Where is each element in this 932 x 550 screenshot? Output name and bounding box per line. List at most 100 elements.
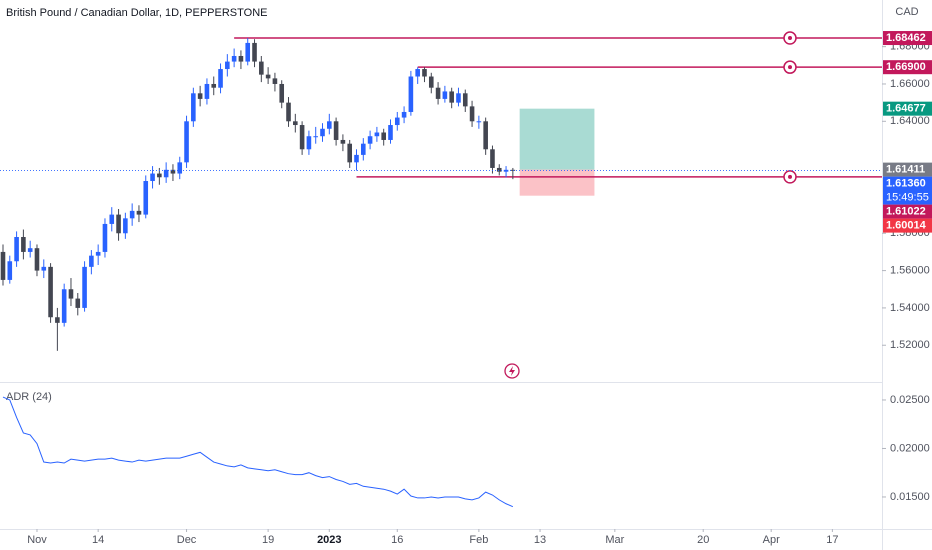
price-label-box bbox=[883, 218, 932, 233]
indicator-title: ADR (24) bbox=[6, 391, 52, 403]
eye-dot bbox=[788, 174, 792, 179]
candle-body bbox=[218, 69, 223, 88]
candle-body bbox=[422, 69, 427, 77]
alert-eye[interactable] bbox=[783, 60, 797, 74]
candle-body bbox=[456, 93, 461, 103]
x-tick-label: 14 bbox=[92, 534, 104, 546]
candle-body bbox=[0, 251, 6, 280]
x-tick-label: Feb bbox=[469, 534, 488, 546]
candle-body bbox=[21, 237, 26, 252]
candle-body bbox=[333, 121, 339, 140]
candle-body bbox=[27, 248, 33, 252]
candle-body bbox=[68, 289, 74, 299]
candle-body bbox=[490, 149, 495, 168]
symbol-title: British Pound / Canadian Dollar, 1D, PEP… bbox=[6, 7, 267, 19]
candle-body bbox=[272, 78, 278, 84]
candle-body bbox=[327, 121, 332, 129]
candle-body bbox=[163, 169, 169, 178]
candle-body bbox=[238, 55, 244, 62]
candle-body bbox=[231, 55, 237, 62]
price-label: 1.66900 bbox=[886, 61, 926, 73]
lightning-icon[interactable] bbox=[504, 363, 520, 379]
target-zone bbox=[519, 108, 595, 170]
candle-body bbox=[320, 128, 325, 137]
candle-body bbox=[136, 210, 142, 215]
candle-body bbox=[462, 93, 468, 107]
x-tick-label: 16 bbox=[391, 534, 403, 546]
price-label: 1.64677 bbox=[886, 103, 926, 115]
candle-body bbox=[401, 111, 407, 118]
price-label-box bbox=[883, 204, 932, 219]
candle-body bbox=[408, 76, 414, 112]
price-label-box bbox=[883, 60, 932, 75]
candle-body bbox=[102, 223, 108, 252]
candle-body bbox=[82, 266, 87, 308]
alert-eye[interactable] bbox=[783, 31, 797, 45]
candle-body bbox=[510, 169, 516, 171]
candle-body bbox=[150, 173, 155, 182]
candle-body bbox=[279, 83, 285, 103]
candle-body bbox=[435, 87, 441, 99]
candle-body bbox=[347, 143, 352, 163]
candle-body bbox=[245, 42, 251, 62]
candle-body bbox=[109, 214, 115, 224]
x-tick-label: Nov bbox=[27, 534, 47, 546]
y-tick-label: 1.64000 bbox=[890, 115, 930, 127]
candle-body bbox=[299, 125, 305, 150]
candle-body bbox=[184, 121, 189, 163]
price-label-box bbox=[883, 176, 932, 205]
eye-dot bbox=[788, 36, 792, 41]
candle-body bbox=[204, 83, 210, 99]
candle-body bbox=[225, 61, 230, 70]
eye-dot bbox=[788, 65, 792, 70]
candle-body bbox=[442, 91, 448, 99]
candle-body bbox=[286, 102, 291, 122]
y-tick-label: 0.02000 bbox=[890, 442, 930, 454]
candle-body bbox=[496, 167, 502, 172]
candle-body bbox=[252, 42, 257, 62]
candle-body bbox=[61, 289, 67, 323]
price-label-box bbox=[883, 162, 932, 177]
candle-body bbox=[129, 210, 135, 219]
candle-body bbox=[306, 136, 312, 150]
candle-body bbox=[116, 214, 121, 234]
x-tick-label: Apr bbox=[763, 534, 780, 546]
countdown: 15:49:55 bbox=[886, 192, 929, 204]
candle-body bbox=[381, 132, 386, 140]
stop-zone bbox=[519, 169, 595, 196]
candle-body bbox=[428, 76, 434, 88]
candle-body bbox=[259, 61, 264, 75]
currency: CAD bbox=[895, 6, 918, 18]
alert-eye[interactable] bbox=[783, 170, 797, 184]
candle-body bbox=[34, 248, 40, 271]
candle-body bbox=[75, 298, 81, 308]
y-tick-label: 0.02500 bbox=[890, 394, 930, 406]
candle-body bbox=[143, 181, 149, 215]
price-label-box bbox=[883, 101, 932, 116]
candle-body bbox=[157, 173, 162, 178]
y-tick-label: 1.54000 bbox=[890, 302, 930, 314]
candle-body bbox=[197, 93, 203, 99]
candle-body bbox=[367, 136, 373, 144]
candle-body bbox=[14, 237, 19, 262]
y-tick-label: 1.56000 bbox=[890, 264, 930, 276]
candle-body bbox=[170, 169, 176, 174]
x-tick-label: 2023 bbox=[317, 534, 341, 546]
candle-body bbox=[55, 317, 60, 323]
candle-body bbox=[265, 74, 271, 79]
price-label: 1.61360 bbox=[886, 178, 926, 190]
y-tick-label: 1.52000 bbox=[890, 339, 930, 351]
candle-body bbox=[340, 139, 346, 144]
y-tick-label: 0.01500 bbox=[890, 491, 930, 503]
candle-body bbox=[95, 251, 101, 256]
candle-body bbox=[89, 255, 94, 267]
candle-body bbox=[483, 121, 488, 150]
candle-body bbox=[48, 266, 53, 318]
x-tick-label: Mar bbox=[605, 534, 624, 546]
candle-body bbox=[360, 143, 366, 155]
candle-body bbox=[354, 154, 359, 163]
x-tick-label: 20 bbox=[697, 534, 709, 546]
price-label-box bbox=[883, 31, 932, 46]
price-label: 1.61022 bbox=[886, 206, 926, 218]
candle-body bbox=[476, 121, 482, 123]
